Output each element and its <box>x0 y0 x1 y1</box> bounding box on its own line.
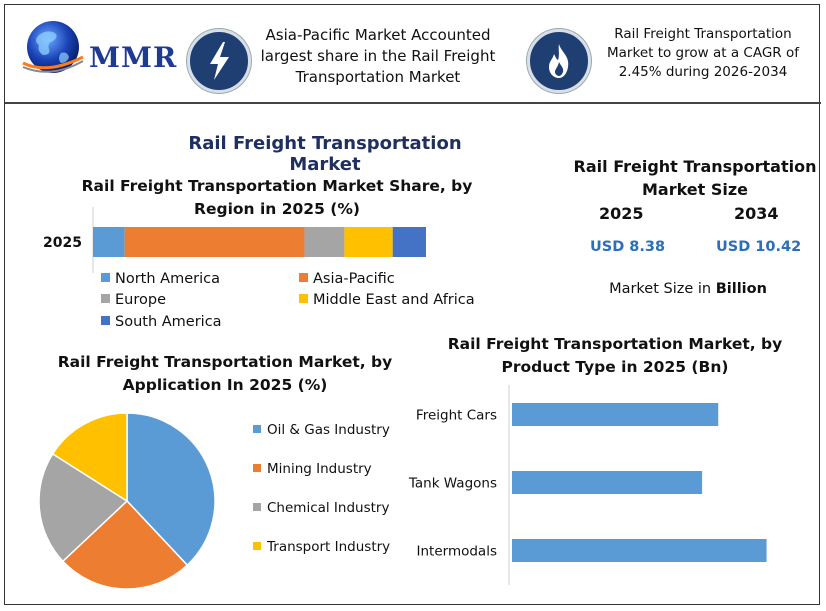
legend-swatch <box>253 425 261 433</box>
product-category-label: Tank Wagons <box>408 476 497 492</box>
legend-label: Chemical Industry <box>267 500 390 516</box>
application-chart-title-line: Application In 2025 (%) <box>122 376 328 394</box>
pie-legend-oil-gas: Oil & Gas Industry <box>253 422 390 438</box>
infographic-frame: MMR Asia-Pacific Market Accounted larges… <box>4 4 821 605</box>
product-category-label: Freight Cars <box>416 408 497 424</box>
market-size-2034-value: USD 10.42 <box>716 239 802 255</box>
pie-legend-transport: Transport Industry <box>253 539 390 555</box>
highlight-1-line: Transportation Market <box>295 68 461 86</box>
region-chart-title-line: Region in 2025 (%) <box>194 200 360 218</box>
product-bar <box>512 539 767 562</box>
product-chart-title-line: Product Type in 2025 (Bn) <box>501 358 729 376</box>
highlight-1-line: largest share in the Rail Freight <box>260 47 496 65</box>
legend-label: North America <box>115 271 220 287</box>
legend-label: South America <box>115 314 222 330</box>
market-size-title: Rail Freight Transportation Market Size <box>565 155 825 201</box>
product-chart-title: Rail Freight Transportation Market, by P… <box>435 333 795 379</box>
product-bar <box>512 403 719 426</box>
legend-asia-pacific: Asia-Pacific <box>299 271 395 287</box>
legend-label: Europe <box>115 292 166 308</box>
market-size-2025-value: USD 8.38 <box>590 239 666 255</box>
legend-swatch <box>253 464 261 472</box>
brand-logo: MMR <box>17 13 176 83</box>
highlight-2-text: Rail Freight Transportation Market to gr… <box>597 25 809 82</box>
product-category-label: Intermodals <box>417 544 498 560</box>
pie-slice <box>51 412 128 503</box>
logo-text: MMR <box>89 41 178 74</box>
page-title: Rail Freight Transportation Market <box>188 133 462 175</box>
legend-swatch <box>253 542 261 550</box>
legend-swatch <box>101 273 110 282</box>
pie-slice <box>38 452 129 563</box>
legend-europe: Europe <box>101 292 166 308</box>
year-2034-label: 2034 <box>734 204 779 223</box>
market-size-unit-note: Market Size in Billion <box>565 281 811 297</box>
region-bar-segment <box>304 227 345 257</box>
region-bar-segment <box>93 227 125 257</box>
region-bar-segment <box>124 227 305 257</box>
pie-legend-mining: Mining Industry <box>253 461 372 477</box>
highlight-1-text: Asia-Pacific Market Accounted largest sh… <box>253 25 503 88</box>
region-bar-segment <box>392 227 426 257</box>
unit-note-bold: Billion <box>715 281 767 297</box>
application-pie-chart <box>38 412 216 590</box>
legend-swatch <box>101 316 110 325</box>
legend-label: Asia-Pacific <box>313 271 395 287</box>
highlight-2-line: Rail Freight Transportation <box>614 26 792 42</box>
legend-swatch <box>299 273 308 282</box>
unit-note-prefix: Market Size in <box>609 281 716 297</box>
legend-label: Transport Industry <box>267 539 391 555</box>
flame-icon <box>527 29 591 93</box>
year-2025-label: 2025 <box>599 204 644 223</box>
header-divider <box>5 102 821 104</box>
lightning-icon <box>187 29 251 93</box>
pie-slice <box>61 499 189 590</box>
market-size-title-line: Rail Freight Transportation <box>573 157 817 176</box>
legend-swatch <box>253 503 261 511</box>
product-type-chart: Freight Cars Tank Wagons Intermodals <box>408 385 767 585</box>
pie-slice <box>126 412 216 567</box>
highlight-2-line: Market to grow at a CAGR of <box>607 45 799 61</box>
highlight-1-line: Asia-Pacific Market Accounted <box>265 26 491 44</box>
application-chart-title: Rail Freight Transportation Market, by A… <box>45 351 405 397</box>
market-size-title-line: Market Size <box>641 180 749 199</box>
region-category-label: 2025 <box>43 235 82 251</box>
region-bar-segment <box>344 227 393 257</box>
legend-swatch <box>299 294 308 303</box>
application-chart-title-line: Rail Freight Transportation Market, by <box>57 353 393 371</box>
legend-south-america: South America <box>101 314 222 330</box>
pie-legend-chemical: Chemical Industry <box>253 500 389 516</box>
region-chart-title: Rail Freight Transportation Market Share… <box>67 175 487 221</box>
highlight-2-line: 2.45% during 2026-2034 <box>618 64 788 80</box>
legend-label: Oil & Gas Industry <box>267 422 390 438</box>
legend-swatch <box>101 294 110 303</box>
legend-label: Middle East and Africa <box>313 292 475 308</box>
legend-label: Mining Industry <box>267 461 372 477</box>
legend-mea: Middle East and Africa <box>299 292 475 308</box>
product-chart-title-line: Rail Freight Transportation Market, by <box>447 335 783 353</box>
legend-north-america: North America <box>101 271 220 287</box>
product-bar <box>512 471 703 494</box>
region-share-chart: 2025 <box>43 207 426 273</box>
header-banner: MMR Asia-Pacific Market Accounted larges… <box>5 5 821 95</box>
globe-icon <box>22 21 84 73</box>
region-chart-title-line: Rail Freight Transportation Market Share… <box>81 177 473 195</box>
